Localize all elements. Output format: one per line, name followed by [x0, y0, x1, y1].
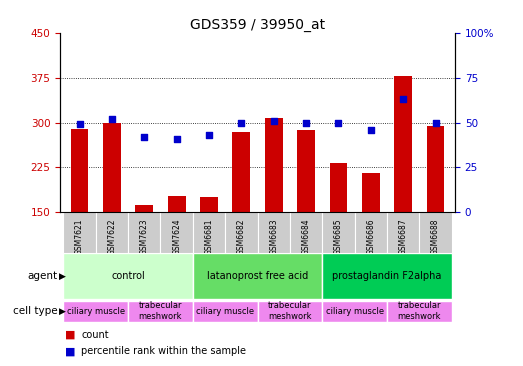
FancyBboxPatch shape — [63, 254, 193, 299]
Point — [334, 120, 343, 126]
Text: cell type: cell type — [13, 306, 58, 316]
Text: GSM7622: GSM7622 — [107, 218, 117, 255]
Text: GSM6683: GSM6683 — [269, 218, 278, 255]
Text: GSM6687: GSM6687 — [399, 218, 408, 255]
FancyBboxPatch shape — [355, 212, 387, 253]
FancyBboxPatch shape — [193, 300, 257, 322]
Bar — [297, 130, 315, 212]
Text: prostaglandin F2alpha: prostaglandin F2alpha — [332, 271, 442, 281]
FancyBboxPatch shape — [63, 300, 128, 322]
Point — [367, 127, 375, 133]
Point — [399, 96, 407, 102]
Text: ■: ■ — [65, 346, 76, 356]
Point — [205, 132, 213, 138]
Point — [302, 120, 310, 126]
Text: GSM6685: GSM6685 — [334, 218, 343, 255]
FancyBboxPatch shape — [225, 212, 257, 253]
Text: trabecular
meshwork: trabecular meshwork — [397, 301, 441, 321]
FancyBboxPatch shape — [322, 300, 387, 322]
Text: GSM6688: GSM6688 — [431, 218, 440, 255]
Text: ▶: ▶ — [59, 272, 66, 281]
Text: GSM7624: GSM7624 — [172, 218, 181, 255]
FancyBboxPatch shape — [290, 212, 322, 253]
Bar — [362, 173, 380, 212]
Text: GSM6684: GSM6684 — [302, 218, 311, 255]
Bar — [200, 197, 218, 212]
Text: latanoprost free acid: latanoprost free acid — [207, 271, 308, 281]
FancyBboxPatch shape — [387, 300, 452, 322]
Bar — [103, 123, 121, 212]
FancyBboxPatch shape — [193, 212, 225, 253]
FancyBboxPatch shape — [387, 212, 419, 253]
Text: ■: ■ — [65, 330, 76, 340]
Text: GSM7621: GSM7621 — [75, 218, 84, 255]
Text: ciliary muscle: ciliary muscle — [326, 307, 384, 315]
Bar — [233, 132, 251, 212]
FancyBboxPatch shape — [161, 212, 193, 253]
Bar — [168, 195, 186, 212]
FancyBboxPatch shape — [128, 300, 193, 322]
Title: GDS359 / 39950_at: GDS359 / 39950_at — [190, 18, 325, 32]
Bar — [329, 163, 347, 212]
Text: control: control — [111, 271, 145, 281]
FancyBboxPatch shape — [63, 212, 96, 253]
Point — [237, 120, 246, 126]
Bar — [71, 128, 88, 212]
FancyBboxPatch shape — [419, 212, 452, 253]
Text: GSM6681: GSM6681 — [204, 218, 213, 255]
FancyBboxPatch shape — [193, 254, 322, 299]
Point — [75, 122, 84, 127]
Text: GSM7623: GSM7623 — [140, 218, 149, 255]
Text: trabecular
meshwork: trabecular meshwork — [268, 301, 312, 321]
Bar — [135, 205, 153, 212]
Text: count: count — [81, 330, 109, 340]
Point — [269, 118, 278, 124]
Text: ciliary muscle: ciliary muscle — [67, 307, 125, 315]
Bar — [394, 76, 412, 212]
Point — [173, 136, 181, 142]
Text: GSM6686: GSM6686 — [366, 218, 376, 255]
Text: ciliary muscle: ciliary muscle — [196, 307, 254, 315]
Text: GSM6682: GSM6682 — [237, 218, 246, 255]
Bar — [427, 126, 445, 212]
Text: percentile rank within the sample: percentile rank within the sample — [81, 346, 246, 356]
FancyBboxPatch shape — [322, 212, 355, 253]
FancyBboxPatch shape — [257, 300, 322, 322]
Point — [431, 120, 440, 126]
Point — [140, 134, 149, 140]
FancyBboxPatch shape — [128, 212, 161, 253]
Point — [108, 116, 116, 122]
FancyBboxPatch shape — [322, 254, 452, 299]
Text: agent: agent — [27, 271, 58, 281]
Text: trabecular
meshwork: trabecular meshwork — [139, 301, 182, 321]
FancyBboxPatch shape — [96, 212, 128, 253]
Bar — [265, 118, 282, 212]
FancyBboxPatch shape — [257, 212, 290, 253]
Text: ▶: ▶ — [59, 307, 66, 315]
